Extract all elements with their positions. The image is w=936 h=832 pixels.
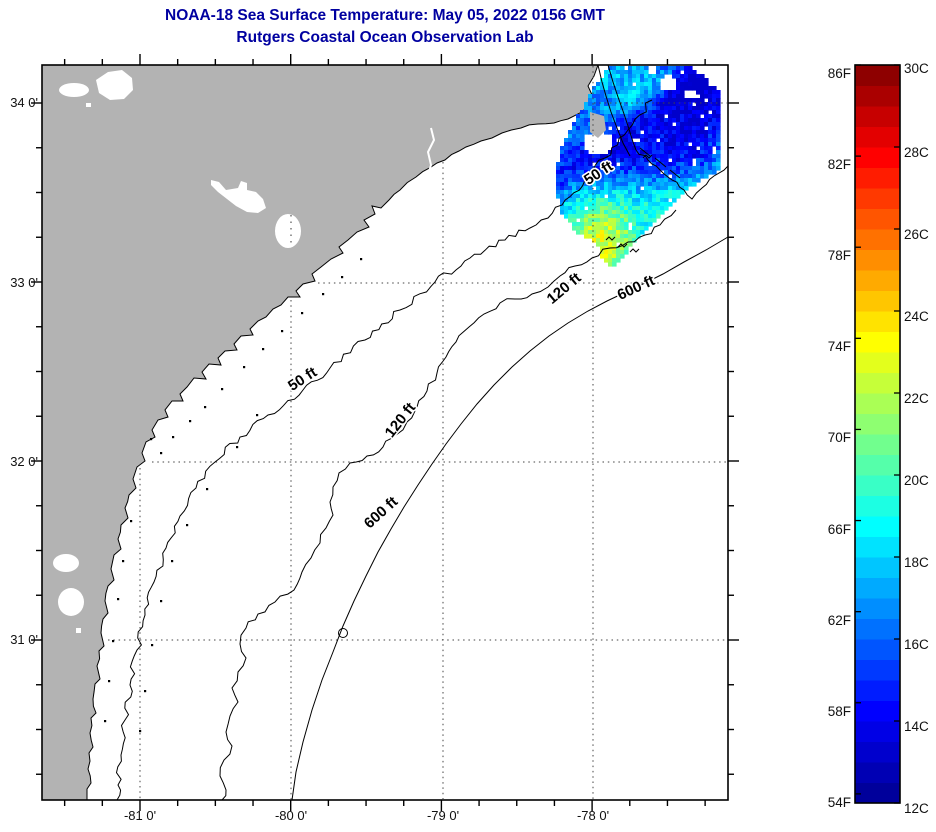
cb-c-label: 26C — [904, 227, 929, 242]
cb-c-label: 20C — [904, 473, 929, 488]
cb-c-label: 24C — [904, 309, 929, 324]
x-tick-label: -80 0' — [275, 808, 307, 823]
cb-c-label: 22C — [904, 391, 929, 406]
colorbar-celsius-labels: 30C 28C 26C 24C 22C 20C 18C 16C 14C 12C — [904, 61, 929, 816]
cb-c-label: 16C — [904, 637, 929, 652]
cb-f-label: 58F — [828, 704, 851, 719]
colorbar-fahrenheit-labels: 86F 82F 78F 74F 70F 66F 62F 58F 54F — [828, 66, 851, 810]
x-tick-label: -81 0' — [124, 808, 156, 823]
cb-f-label: 62F — [828, 613, 851, 628]
cb-f-label: 74F — [828, 339, 851, 354]
y-tick-label: 32 0' — [10, 454, 38, 469]
x-axis-labels: -81 0' -80 0' -79 0' -78 0' — [124, 808, 609, 823]
y-tick-label: 33 0' — [10, 275, 38, 290]
sst-satellite-swath — [556, 66, 721, 267]
x-tick-label: -78 0' — [577, 808, 609, 823]
cb-f-label: 86F — [828, 66, 851, 81]
cb-c-label: 28C — [904, 145, 929, 160]
bathymetry-contours — [104, 64, 729, 801]
page-title: NOAA-18 Sea Surface Temperature: May 05,… — [165, 7, 605, 24]
y-axis-labels: 34 0' 33 0' 32 0' 31 0' — [10, 95, 38, 647]
land-mass — [41, 64, 599, 801]
cb-f-label: 66F — [828, 522, 851, 537]
graticule-dotted-lines — [108, 66, 727, 799]
cb-f-label: 78F — [828, 248, 851, 263]
cb-f-label: 54F — [828, 795, 851, 810]
cb-c-label: 12C — [904, 801, 929, 816]
y-tick-label: 34 0' — [10, 95, 38, 110]
cb-c-label: 30C — [904, 61, 929, 76]
cb-f-label: 70F — [828, 430, 851, 445]
y-tick-label: 31 0' — [10, 632, 38, 647]
temperature-colorbar — [854, 64, 901, 804]
map-frame-and-ticks — [31, 54, 739, 811]
cb-c-label: 18C — [904, 555, 929, 570]
page-subtitle: Rutgers Coastal Ocean Observation Lab — [236, 29, 533, 46]
x-tick-label: -79 0' — [427, 808, 459, 823]
cb-c-label: 14C — [904, 719, 929, 734]
cb-f-label: 82F — [828, 157, 851, 172]
